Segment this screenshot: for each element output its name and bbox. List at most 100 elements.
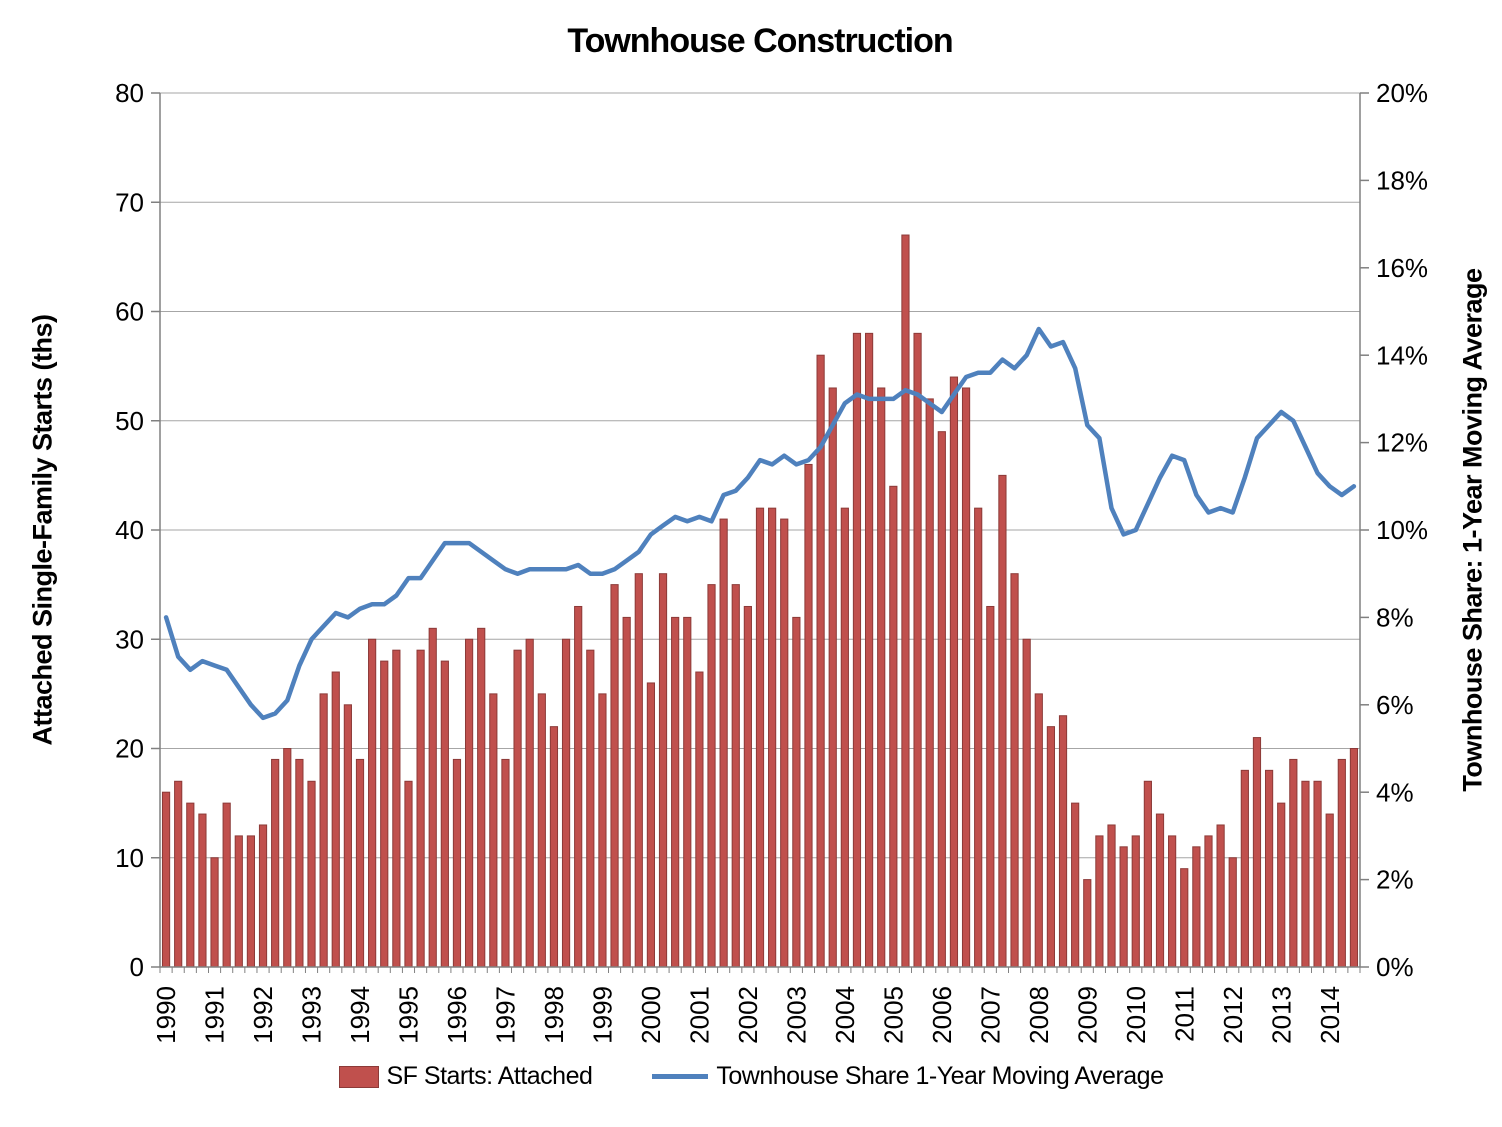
x-axis-year-label: 1999 (588, 986, 618, 1044)
bar-sf-starts (598, 693, 607, 968)
bar-sf-starts (1301, 780, 1310, 968)
bar-sf-starts (1131, 835, 1140, 968)
left-axis-tick-label: 30 (115, 624, 144, 654)
bar-sf-starts (416, 649, 425, 968)
bar-sf-starts (804, 463, 813, 968)
bar-sf-starts (913, 332, 922, 968)
bar-sf-starts (355, 758, 365, 968)
bar-sf-starts (1046, 726, 1056, 968)
bar-sf-starts (889, 485, 898, 968)
bar-sf-starts (986, 605, 995, 968)
bar-sf-starts (1143, 780, 1152, 968)
bar-sf-starts (477, 627, 486, 968)
legend-item-line: Townhouse Share 1-Year Moving Average (652, 1062, 1164, 1091)
bar-sf-starts (1119, 846, 1128, 968)
x-axis-year-label: 2014 (1315, 986, 1345, 1044)
x-axis-year-label: 1997 (491, 986, 521, 1044)
bar-sf-starts (404, 780, 413, 968)
bar-sf-starts (440, 660, 449, 968)
bar-sf-starts (586, 649, 595, 968)
bar-sf-starts (731, 584, 740, 968)
bar-sf-starts (683, 616, 692, 968)
right-axis-tick-label: 2% (1376, 865, 1414, 895)
bar-sf-starts (1010, 573, 1019, 968)
bar-sf-starts (343, 704, 352, 968)
left-axis-tick-label: 50 (115, 406, 144, 436)
bar-sf-starts (1071, 802, 1080, 968)
right-axis-tick-label: 6% (1376, 690, 1414, 720)
bar-sf-starts (452, 758, 462, 968)
x-axis-year-label: 2005 (878, 986, 908, 1044)
bar-sf-starts (840, 507, 849, 968)
bar-sf-starts (271, 758, 280, 968)
x-axis-year-label: 1990 (151, 986, 181, 1044)
bar-sf-starts (671, 616, 680, 968)
bar-sf-starts (1228, 857, 1237, 968)
right-axis-tick-label: 18% (1376, 166, 1428, 196)
x-axis-year-label: 2000 (636, 986, 666, 1044)
right-axis-tick-label: 16% (1376, 253, 1428, 283)
left-axis-tick-label: 20 (115, 734, 144, 764)
x-axis-year-label: 1992 (248, 986, 278, 1044)
left-axis-tick-label: 40 (115, 515, 144, 545)
bar-sf-starts (780, 518, 789, 968)
bar-sf-starts (974, 507, 983, 968)
x-axis-year-label: 1994 (345, 986, 375, 1044)
bar-sf-starts (537, 693, 546, 968)
x-axis-year-label: 2008 (1024, 986, 1054, 1044)
left-axis-tick-label: 80 (115, 78, 144, 108)
bar-sf-starts (513, 649, 522, 968)
bar-sf-starts (283, 748, 292, 968)
bar-sf-starts (368, 638, 377, 968)
bar-sf-starts (1083, 879, 1092, 968)
bar-sf-starts (828, 387, 837, 968)
right-axis-tick-label: 8% (1376, 603, 1414, 633)
bar-sf-starts (549, 726, 559, 968)
legend-item-bars: SF Starts: Attached (338, 1062, 593, 1091)
legend: SF Starts: Attached Townhouse Share 1-Ye… (0, 1062, 1502, 1091)
bar-sf-starts (331, 671, 340, 968)
bar-sf-starts (1252, 737, 1262, 968)
bar-sf-starts (319, 693, 328, 968)
bar-sf-starts (574, 605, 583, 968)
bar-sf-starts (1277, 802, 1286, 968)
bar-sf-starts (743, 605, 752, 968)
bar-sf-starts (1034, 693, 1043, 968)
right-axis-tick-label: 0% (1376, 952, 1414, 982)
bar-sf-starts (392, 649, 401, 968)
bar-sf-starts (1204, 835, 1213, 968)
bar-sf-starts (634, 573, 643, 968)
x-axis-year-label: 2002 (733, 986, 763, 1044)
bar-series-swatch (338, 1065, 379, 1088)
left-axis-tick-label: 0 (130, 952, 144, 982)
bar-sf-starts (464, 638, 474, 968)
right-axis-tick-label: 20% (1376, 78, 1428, 108)
bar-sf-starts (428, 627, 437, 968)
bar-sf-starts (246, 835, 256, 968)
bar-sf-starts (1264, 769, 1274, 968)
bar-sf-starts (1168, 835, 1177, 968)
bar-sf-starts (186, 802, 195, 968)
bar-sf-starts (1155, 813, 1165, 968)
bar-sf-starts (1337, 758, 1346, 968)
bar-sf-starts (210, 857, 219, 968)
left-axis-tick-label: 70 (115, 187, 144, 217)
bar-sf-starts (1289, 758, 1298, 968)
bar-sf-starts (852, 332, 862, 968)
bar-sf-starts (258, 824, 268, 968)
bar-sf-starts (198, 813, 207, 968)
x-axis-year-label: 2003 (781, 986, 811, 1044)
bar-sf-starts (658, 573, 668, 968)
bar-sf-starts (646, 682, 656, 968)
bar-sf-starts (174, 780, 183, 968)
bar-sf-starts (561, 638, 571, 968)
left-axis-tick-label: 10 (115, 843, 144, 873)
bar-sf-starts (222, 802, 231, 968)
bar-sf-starts (1313, 780, 1322, 968)
bar-sf-starts (380, 660, 389, 968)
bar-sf-starts (768, 507, 777, 968)
bar-sf-starts (1095, 835, 1104, 968)
bar-sf-starts (1058, 715, 1068, 968)
